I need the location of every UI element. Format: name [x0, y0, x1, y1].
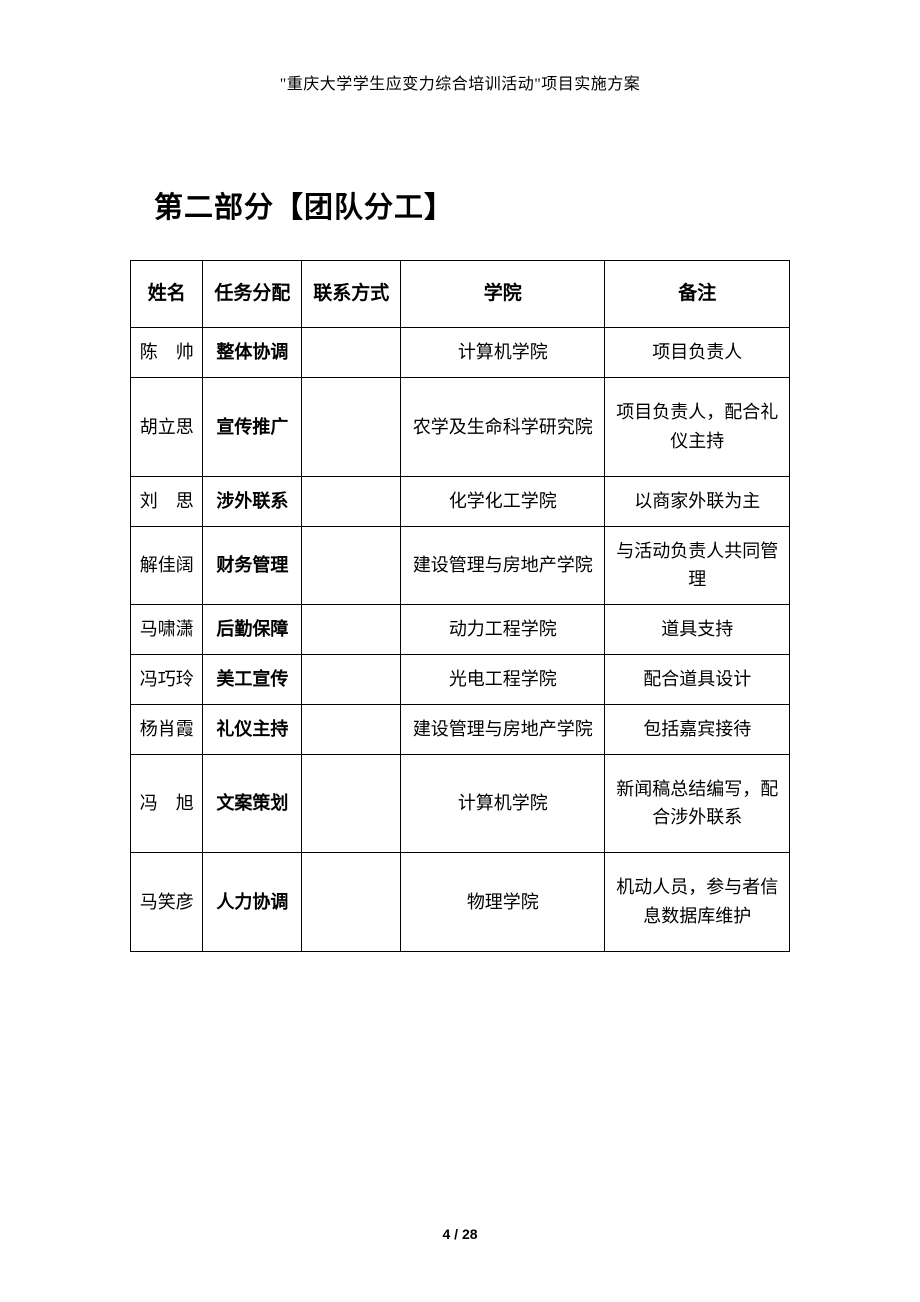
cell-contact — [302, 378, 401, 477]
cell-note: 包括嘉宾接待 — [605, 704, 790, 754]
table-row: 冯 旭文案策划计算机学院新闻稿总结编写，配合涉外联系 — [131, 754, 790, 853]
cell-contact — [302, 328, 401, 378]
cell-name: 马笑彦 — [131, 853, 203, 952]
cell-task: 财务管理 — [203, 526, 302, 605]
cell-name: 刘 思 — [131, 476, 203, 526]
cell-name: 冯 旭 — [131, 754, 203, 853]
cell-name: 解佳阔 — [131, 526, 203, 605]
cell-task: 文案策划 — [203, 754, 302, 853]
col-name: 姓名 — [131, 261, 203, 328]
cell-task: 整体协调 — [203, 328, 302, 378]
cell-name: 杨肖霞 — [131, 704, 203, 754]
cell-task: 美工宣传 — [203, 654, 302, 704]
table-row: 马笑彦人力协调物理学院机动人员，参与者信息数据库维护 — [131, 853, 790, 952]
cell-task: 后勤保障 — [203, 605, 302, 655]
table-row: 马啸潇后勤保障 动力工程学院道具支持 — [131, 605, 790, 655]
cell-college: 物理学院 — [401, 853, 605, 952]
cell-note: 与活动负责人共同管理 — [605, 526, 790, 605]
col-note: 备注 — [605, 261, 790, 328]
cell-note: 以商家外联为主 — [605, 476, 790, 526]
cell-task: 人力协调 — [203, 853, 302, 952]
cell-note: 项目负责人，配合礼仪主持 — [605, 378, 790, 477]
cell-college: 光电工程学院 — [401, 654, 605, 704]
cell-note: 配合道具设计 — [605, 654, 790, 704]
team-table: 姓名 任务分配 联系方式 学院 备注 陈 帅整体协调计算机学院项目负责人胡立思宣… — [130, 260, 790, 952]
table-row: 解佳阔财务管理 建设管理与房地产学院与活动负责人共同管理 — [131, 526, 790, 605]
table-row: 杨肖霞礼仪主持 建设管理与房地产学院包括嘉宾接待 — [131, 704, 790, 754]
cell-college: 计算机学院 — [401, 754, 605, 853]
cell-note: 道具支持 — [605, 605, 790, 655]
col-task: 任务分配 — [203, 261, 302, 328]
cell-college: 化学化工学院 — [401, 476, 605, 526]
cell-contact — [302, 476, 401, 526]
section-title: 第二部分【团队分工】 — [154, 184, 790, 226]
cell-college: 动力工程学院 — [401, 605, 605, 655]
cell-college: 建设管理与房地产学院 — [401, 704, 605, 754]
cell-contact — [302, 654, 401, 704]
cell-task: 礼仪主持 — [203, 704, 302, 754]
cell-task: 宣传推广 — [203, 378, 302, 477]
cell-contact — [302, 704, 401, 754]
cell-college: 农学及生命科学研究院 — [401, 378, 605, 477]
cell-contact — [302, 605, 401, 655]
cell-contact — [302, 853, 401, 952]
cell-contact — [302, 754, 401, 853]
cell-note: 新闻稿总结编写，配合涉外联系 — [605, 754, 790, 853]
cell-task: 涉外联系 — [203, 476, 302, 526]
table-header-row: 姓名 任务分配 联系方式 学院 备注 — [131, 261, 790, 328]
cell-contact — [302, 526, 401, 605]
cell-name: 胡立思 — [131, 378, 203, 477]
cell-note: 项目负责人 — [605, 328, 790, 378]
cell-college: 建设管理与房地产学院 — [401, 526, 605, 605]
table-row: 陈 帅整体协调 计算机学院项目负责人 — [131, 328, 790, 378]
table-row: 胡立思宣传推广农学及生命科学研究院项目负责人，配合礼仪主持 — [131, 378, 790, 477]
col-contact: 联系方式 — [302, 261, 401, 328]
page-header: "重庆大学学生应变力综合培训活动"项目实施方案 — [130, 70, 790, 94]
cell-note: 机动人员，参与者信息数据库维护 — [605, 853, 790, 952]
page-footer: 4 / 28 — [0, 1226, 920, 1242]
table-row: 刘 思涉外联系 化学化工学院以商家外联为主 — [131, 476, 790, 526]
cell-name: 马啸潇 — [131, 605, 203, 655]
table-row: 冯巧玲美工宣传 光电工程学院配合道具设计 — [131, 654, 790, 704]
col-college: 学院 — [401, 261, 605, 328]
cell-name: 陈 帅 — [131, 328, 203, 378]
cell-name: 冯巧玲 — [131, 654, 203, 704]
cell-college: 计算机学院 — [401, 328, 605, 378]
